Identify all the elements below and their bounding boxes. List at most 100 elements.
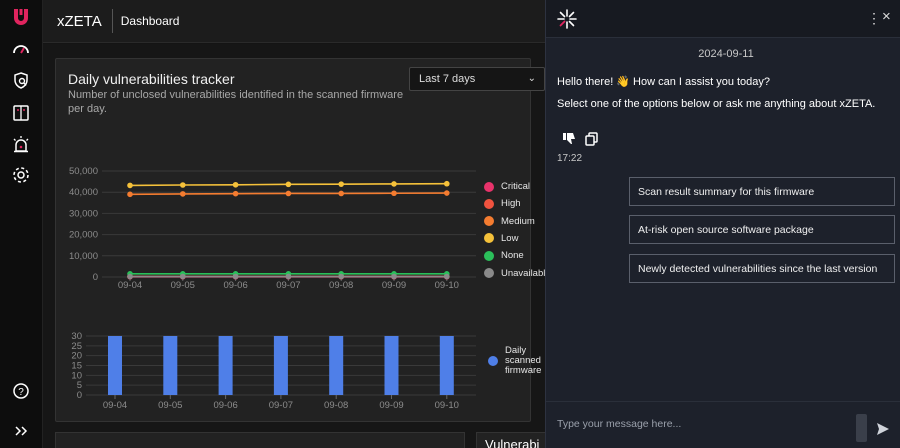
legend-dot xyxy=(484,250,494,261)
data-point-unavailable xyxy=(285,273,292,280)
legend-label: Low xyxy=(501,232,519,244)
data-point-unavailable xyxy=(338,273,345,280)
speedometer-icon[interactable] xyxy=(10,38,32,60)
chat-date: 2024-09-11 xyxy=(698,48,754,60)
vulnerability-tracker-card: Daily vulnerabilities tracker Number of … xyxy=(55,58,551,422)
legend-item-high[interactable]: High xyxy=(484,198,521,209)
gear-icon[interactable] xyxy=(10,164,32,186)
x-tick-label: 09-10 xyxy=(435,280,459,291)
legend-label-line: firmware xyxy=(505,365,542,376)
data-point-unavailable xyxy=(127,273,133,280)
y-tick-label: 10,000 xyxy=(69,251,98,262)
date-range-select[interactable]: Last 7 days ⌄ xyxy=(409,67,545,91)
data-point-low xyxy=(391,181,397,187)
chevron-down-icon: ⌄ xyxy=(527,73,536,84)
input-scroll-handle[interactable] xyxy=(856,414,867,442)
legend-label: Medium xyxy=(501,215,535,227)
book-icon[interactable] xyxy=(10,102,32,124)
y-tick-label: 15 xyxy=(71,361,82,372)
legend-item-unavailable[interactable]: Unavailable xyxy=(484,268,551,279)
date-range-value: Last 7 days xyxy=(419,73,476,85)
y-tick-label: 0 xyxy=(93,272,98,283)
data-point-low xyxy=(285,181,292,188)
option-new-vulnerabilities-button[interactable]: Newly detected vulnerabilities since the… xyxy=(629,254,895,283)
x-tick-label: 09-07 xyxy=(276,280,300,291)
close-icon[interactable]: × xyxy=(882,8,891,25)
bottom-card-left xyxy=(55,432,465,448)
bar xyxy=(329,336,344,395)
x-tick-label: 09-08 xyxy=(324,400,348,411)
bar xyxy=(218,336,233,395)
x-tick-label: 09-09 xyxy=(379,400,403,411)
charts-svg: 50,000 40,000 30,000 20,000 10,000 0 09-04 09-0… xyxy=(69,166,476,411)
card-title: Daily vulnerabilities tracker xyxy=(68,71,235,87)
chat-header: ⋮ × xyxy=(546,0,900,38)
y-tick-label: 20 xyxy=(71,351,82,362)
main-content: Daily vulnerabilities tracker Number of … xyxy=(43,44,556,448)
x-tick-label: 09-09 xyxy=(382,280,406,291)
svg-text:?: ? xyxy=(18,387,24,398)
bar xyxy=(163,336,178,395)
breadcrumb[interactable]: Dashboard xyxy=(120,14,180,28)
option-scan-summary-button[interactable]: Scan result summary for this firmware xyxy=(629,177,895,206)
data-point-medium xyxy=(285,190,292,197)
thumbs-down-icon[interactable] xyxy=(561,131,577,147)
legend-label: None xyxy=(501,250,524,262)
shield-search-icon[interactable] xyxy=(10,70,32,92)
x-tick-label: 09-10 xyxy=(435,400,459,411)
logo-icon[interactable] xyxy=(10,6,32,28)
legend-label: Critical xyxy=(501,181,531,192)
legend-item-low[interactable]: Low xyxy=(484,233,518,244)
x-tick-label: 09-07 xyxy=(269,400,293,411)
y-tick-label: 10 xyxy=(71,370,82,381)
data-point-medium xyxy=(338,190,345,197)
chat-panel: ⋮ × 2024-09-11 Hello there! 👋 How can I … xyxy=(545,0,900,448)
data-point-medium xyxy=(127,191,133,198)
chat-message-input[interactable] xyxy=(546,402,846,446)
app-name: xZETA xyxy=(57,12,102,30)
x-tick-label: 09-06 xyxy=(213,400,237,411)
legend-dot xyxy=(484,216,494,227)
bar xyxy=(108,336,122,395)
bar xyxy=(439,336,454,395)
data-point-unavailable xyxy=(391,273,397,280)
data-point-low xyxy=(180,182,186,188)
send-icon[interactable] xyxy=(876,422,890,436)
alarm-icon[interactable] xyxy=(10,134,32,156)
chat-input-area xyxy=(546,401,900,448)
data-point-medium xyxy=(444,190,450,196)
legend-label-line: scanned xyxy=(505,355,541,366)
chat-prompt: Select one of the options below or ask m… xyxy=(557,98,876,110)
top-header: xZETA Dashboard xyxy=(43,0,545,43)
more-options-icon[interactable]: ⋮ xyxy=(867,10,881,26)
legend-dot xyxy=(484,198,494,209)
header-divider xyxy=(111,9,113,33)
copy-icon[interactable] xyxy=(584,131,600,147)
y-tick-label: 50,000 xyxy=(69,166,98,177)
option-at-risk-package-button[interactable]: At-risk open source software package xyxy=(629,215,895,244)
legend-dot xyxy=(488,356,498,366)
y-tick-label: 5 xyxy=(77,380,82,391)
legend-dot xyxy=(484,181,494,192)
data-point-unavailable xyxy=(232,273,239,280)
legend-item-medium[interactable]: Medium xyxy=(484,216,535,227)
legend-item-critical[interactable]: Critical xyxy=(484,181,530,192)
legend-item-none[interactable]: None xyxy=(484,250,524,261)
legend-item-daily-scanned-firmware[interactable]: Daily scanned firmware xyxy=(488,346,541,376)
expand-icon[interactable] xyxy=(10,420,32,442)
data-point-unavailable xyxy=(444,273,450,280)
help-icon[interactable]: ? xyxy=(10,380,32,402)
data-point-low xyxy=(338,181,345,187)
card-subtitle: Number of unclosed vulnerabilities ident… xyxy=(68,89,404,115)
message-time: 17:22 xyxy=(557,153,583,164)
x-tick-label: 09-08 xyxy=(329,280,353,291)
bar xyxy=(384,336,399,395)
data-point-low xyxy=(127,182,133,189)
x-tick-label: 09-04 xyxy=(118,280,142,291)
chat-greeting: Hello there! 👋 How can I assist you toda… xyxy=(557,76,771,88)
legend-label: High xyxy=(501,198,521,210)
data-point-low xyxy=(444,180,450,187)
x-tick-label: 09-05 xyxy=(158,400,182,411)
bottom-card-right: Vulnerabi xyxy=(476,432,556,448)
